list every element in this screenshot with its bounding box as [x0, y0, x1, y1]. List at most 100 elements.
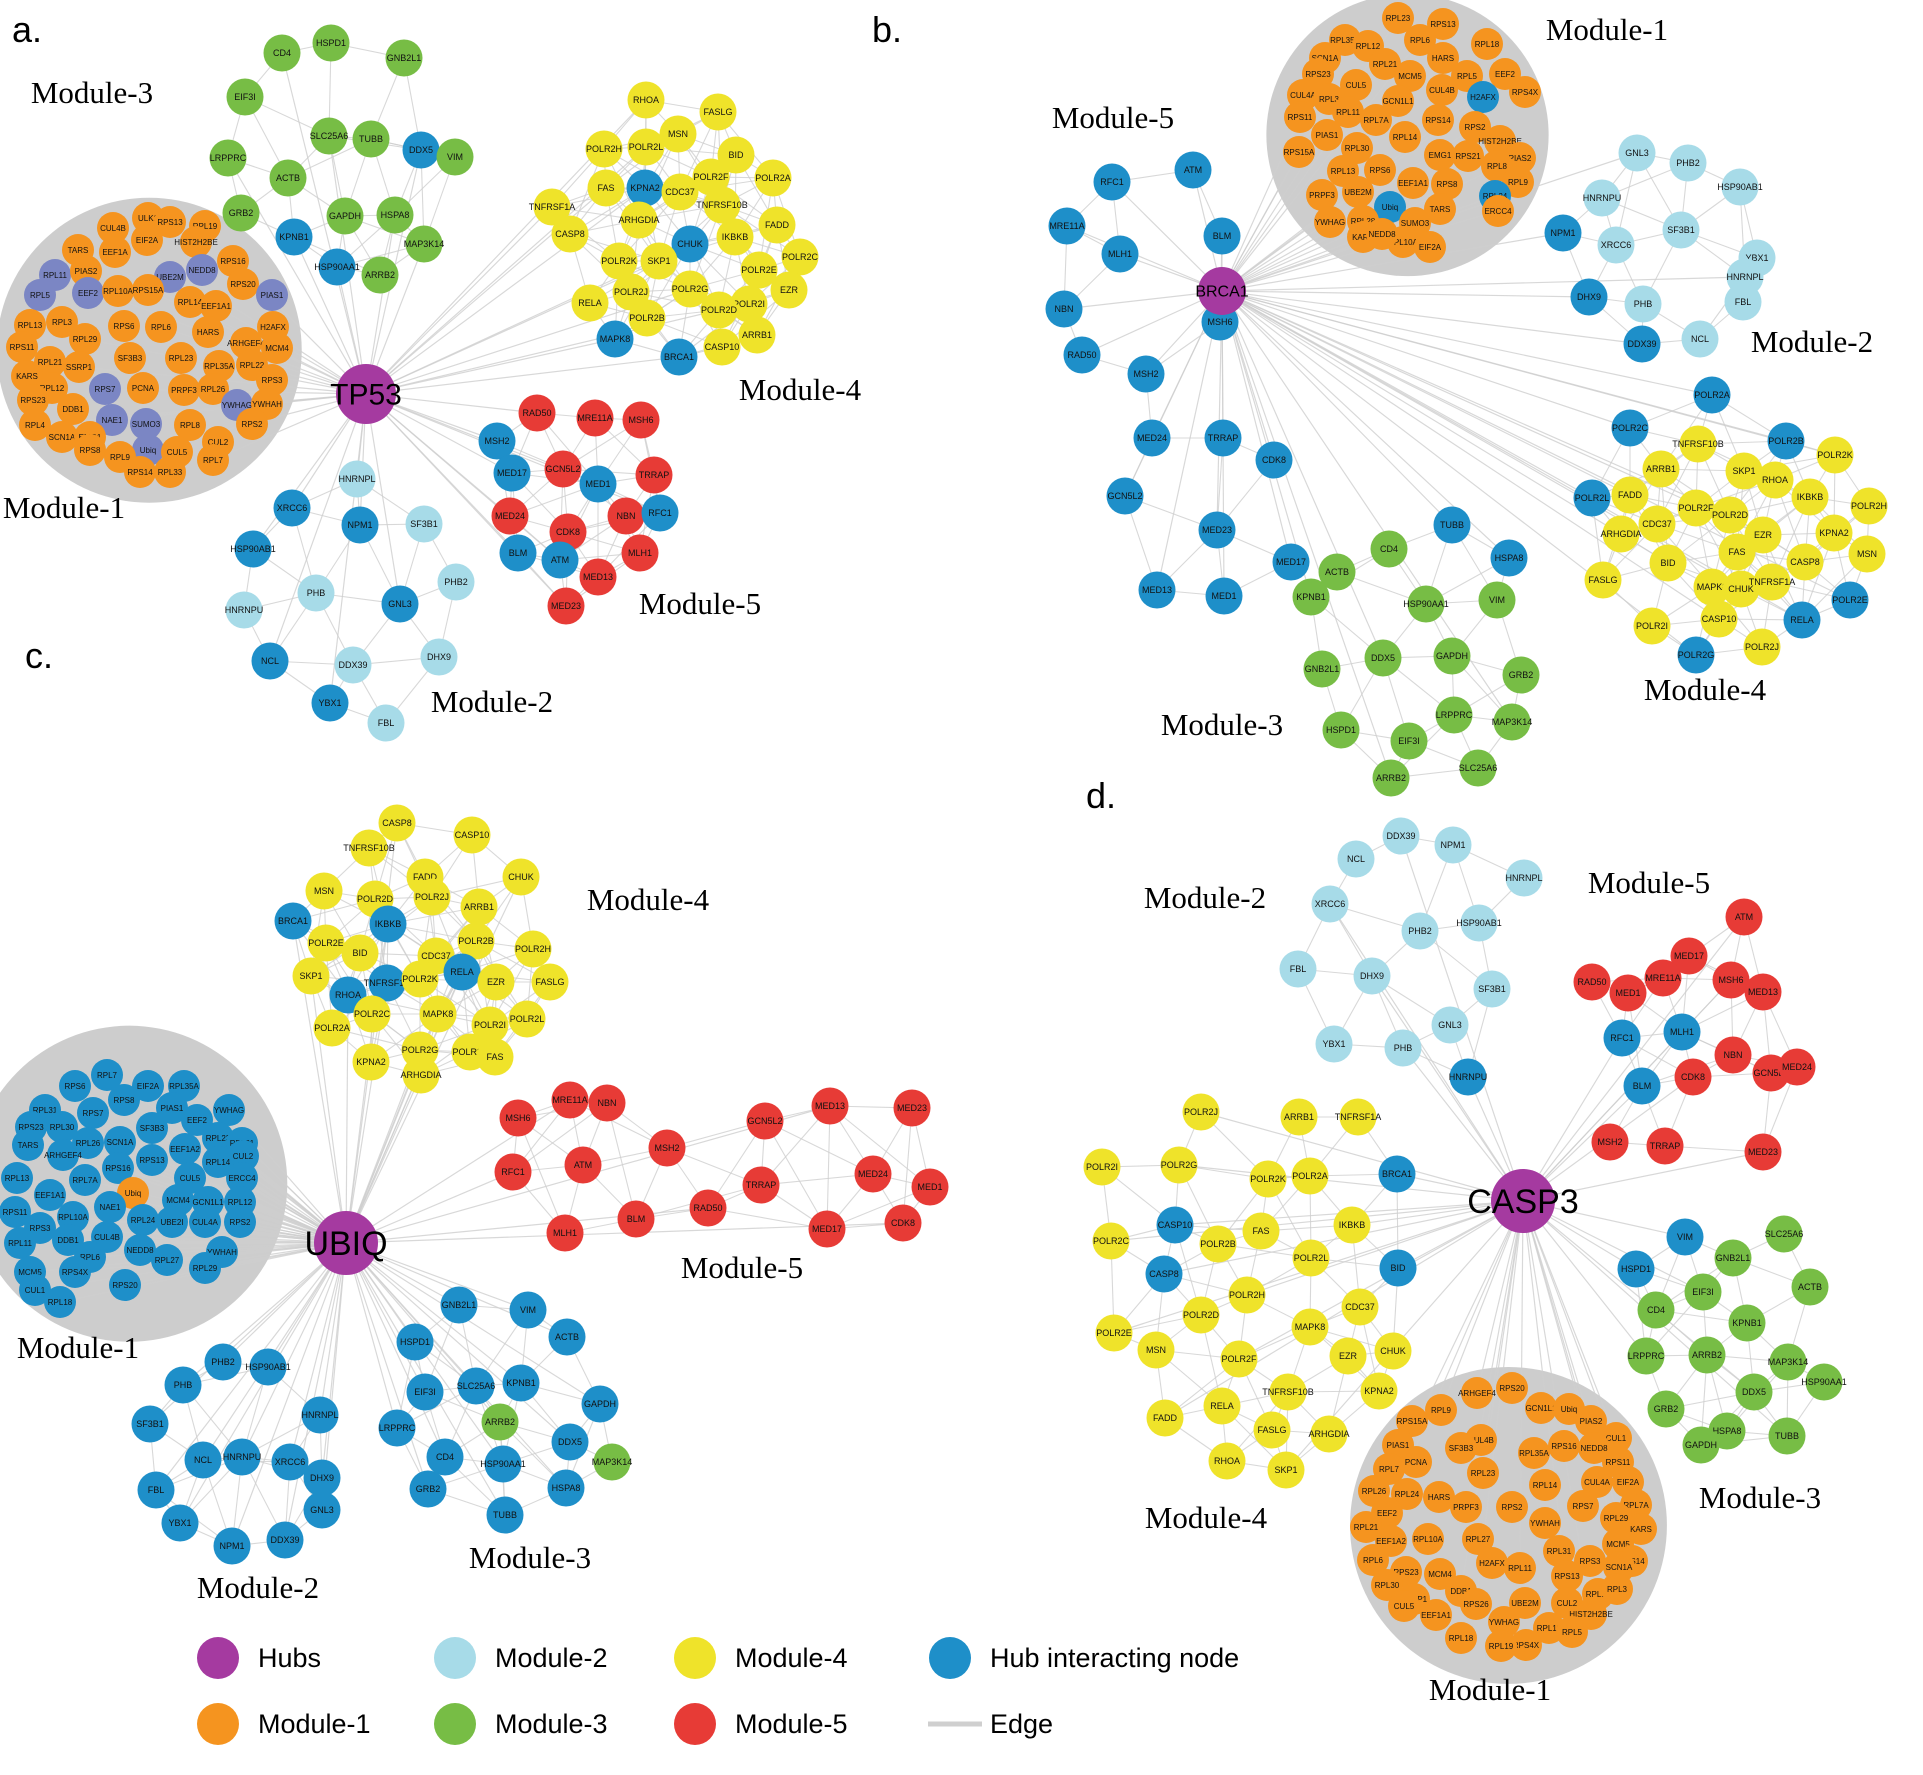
node-label: HNRNPL: [1726, 272, 1763, 282]
node-label: RPL30: [1345, 144, 1370, 153]
node-label: RPS6: [65, 1082, 86, 1091]
node-label: POLR2H: [586, 144, 622, 154]
node-label: MCM4: [1428, 1570, 1452, 1579]
node-MRE11A: [1048, 207, 1086, 245]
node-label: CDK8: [1262, 455, 1286, 465]
node-label: PIAS2: [75, 267, 98, 276]
node-label: KPNA2: [1364, 1386, 1394, 1396]
node-label: UBE2M: [156, 273, 184, 282]
node-EZR: [1329, 1337, 1367, 1375]
node-FAS: [1242, 1212, 1280, 1250]
node-RPL3: [1601, 1573, 1633, 1605]
node-label: RPS26: [1463, 1600, 1489, 1609]
node-NPM1: [1434, 826, 1472, 864]
node-label: CUL5: [1346, 81, 1367, 90]
node-label: POLR2J: [415, 892, 449, 902]
node-MRE11A: [551, 1081, 589, 1119]
node-KPNB1: [1728, 1304, 1766, 1342]
node-label: RPS23: [20, 396, 46, 405]
node-EEF1A2: [169, 1133, 201, 1165]
node-label: POLR2A: [1694, 390, 1730, 400]
node-label: ATM: [551, 555, 569, 565]
node-RPS2: [1496, 1491, 1528, 1523]
hub-CASP3: [1491, 1169, 1555, 1233]
node-label: CASP10: [455, 830, 490, 840]
node-label: RPS13: [1430, 20, 1456, 29]
node-RELA: [571, 284, 609, 322]
node-MLH1: [1663, 1013, 1701, 1051]
node-POLR2J: [1182, 1093, 1220, 1131]
node-label: DHX9: [310, 1473, 334, 1483]
module-label: Module-1: [3, 490, 125, 525]
node-label: BLM: [1633, 1081, 1652, 1091]
node-label: PHB: [174, 1380, 193, 1390]
node-RAD50: [689, 1189, 727, 1227]
node-label: RPL6: [151, 323, 172, 332]
node-label: GRB2: [1509, 670, 1534, 680]
node-label: GNL3: [1438, 1020, 1462, 1030]
node-HSPD1: [1322, 711, 1360, 749]
node-label: TUBB: [493, 1510, 517, 1520]
node-label: ERCC4: [228, 1174, 256, 1183]
node-label: POLR2G: [1161, 1160, 1198, 1170]
legend: Hubs Module-1 Module-2 Module-3 Module-4 Modu…: [197, 1637, 1239, 1745]
node-label: NBN: [616, 511, 635, 521]
node-HSP90AB1: [249, 1348, 287, 1386]
node-label: HSPA8: [381, 210, 410, 220]
node-CUL4B: [1426, 74, 1458, 106]
node-label: MSH2: [484, 436, 509, 446]
node-label: CUL5: [167, 448, 188, 457]
legend-label: Hub interacting node: [990, 1643, 1239, 1673]
node-SLC25A6: [310, 117, 348, 155]
node-CD4: [1637, 1291, 1675, 1329]
node-label: ARHGEF4: [44, 1151, 82, 1160]
node-label: CHUK: [508, 872, 534, 882]
module-label: Module-2: [1751, 324, 1873, 359]
node-label: POLR2B: [458, 936, 494, 946]
node-HNRNPL: [338, 460, 376, 498]
node-label: ARHGEF4: [1458, 1389, 1496, 1398]
node-label: RPS2: [242, 420, 263, 429]
node-label: RPS23: [1305, 70, 1331, 79]
node-POLR2A: [1693, 376, 1731, 414]
node-MED24: [491, 497, 529, 535]
node-label: FAS: [597, 183, 614, 193]
node-label: DHX9: [1360, 971, 1384, 981]
node-RFC1: [1093, 163, 1131, 201]
node-label: CDC37: [1642, 519, 1672, 529]
node-ACTB: [1791, 1268, 1829, 1306]
node-RPS20: [1496, 1372, 1528, 1404]
node-label: TARS: [68, 246, 89, 255]
node-label: ACTB: [555, 1332, 579, 1342]
node-label: TUBB: [1440, 520, 1464, 530]
node-label: ARHGDIA: [618, 215, 659, 225]
node-label: HIST2H2BE: [1478, 137, 1522, 146]
node-label: RPS3: [30, 1224, 51, 1233]
node-RPL4: [19, 409, 51, 441]
node-TNFRSF10B: [1269, 1373, 1307, 1411]
node-GNB2L1: [440, 1286, 478, 1324]
node-UBE2I: [156, 1206, 188, 1238]
node-label: MED1: [917, 1182, 942, 1192]
node-RPL10A: [102, 275, 134, 307]
node-label: FBL: [1290, 964, 1307, 974]
node-RPL21: [1350, 1511, 1382, 1543]
legend-item-hubs: Hubs: [197, 1637, 321, 1679]
node-label: TNFRSF10B: [696, 200, 748, 210]
node-EIF3I: [1684, 1273, 1722, 1311]
node-RPS2: [236, 408, 268, 440]
node-label: CD4: [1647, 1305, 1665, 1315]
node-label: DDX5: [409, 145, 433, 155]
node-PHB: [1384, 1029, 1422, 1067]
node-MED13: [579, 558, 617, 596]
node-SSRP1: [63, 351, 95, 383]
node-DDX39: [266, 1521, 304, 1559]
node-RPL8: [174, 409, 206, 441]
node-label: RPL10A: [103, 287, 133, 296]
node-label: TARS: [18, 1141, 39, 1150]
node-RPS4X: [1509, 76, 1541, 108]
node-POLR2A: [754, 159, 792, 197]
node-label: EEF1A: [102, 248, 128, 257]
node-label: RPL26: [1362, 1487, 1387, 1496]
node-IKBKB: [716, 218, 754, 256]
